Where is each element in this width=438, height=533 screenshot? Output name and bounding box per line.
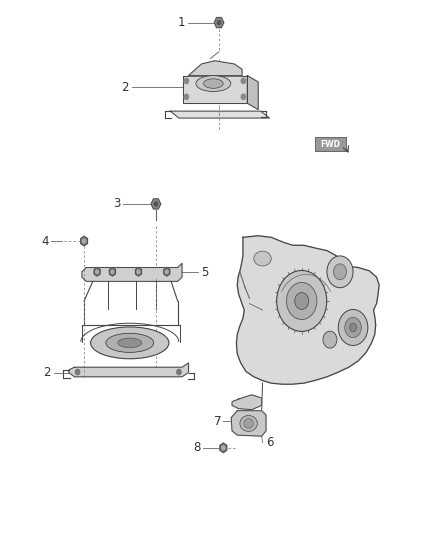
Text: 7: 7 — [214, 415, 221, 428]
Ellipse shape — [345, 317, 361, 337]
Polygon shape — [110, 268, 115, 276]
Text: 3: 3 — [113, 197, 120, 211]
Text: 2: 2 — [121, 81, 129, 94]
Ellipse shape — [286, 282, 317, 319]
Polygon shape — [232, 395, 261, 410]
Text: 4: 4 — [41, 235, 48, 247]
Ellipse shape — [118, 338, 142, 348]
Polygon shape — [214, 18, 224, 28]
Ellipse shape — [350, 323, 357, 332]
Circle shape — [137, 270, 140, 273]
Circle shape — [154, 202, 158, 206]
Polygon shape — [188, 61, 242, 76]
Ellipse shape — [244, 419, 253, 428]
Polygon shape — [135, 268, 141, 276]
Polygon shape — [247, 76, 258, 110]
Polygon shape — [231, 411, 266, 436]
Circle shape — [177, 369, 181, 375]
Ellipse shape — [106, 333, 154, 352]
Ellipse shape — [254, 251, 271, 266]
Ellipse shape — [333, 264, 346, 280]
Circle shape — [241, 78, 246, 84]
Ellipse shape — [323, 331, 337, 348]
Circle shape — [184, 94, 188, 100]
Text: 1: 1 — [177, 16, 185, 29]
Circle shape — [241, 94, 246, 100]
Circle shape — [184, 78, 188, 84]
Polygon shape — [81, 236, 88, 246]
Text: 8: 8 — [193, 441, 201, 454]
Polygon shape — [94, 268, 100, 276]
Ellipse shape — [196, 76, 231, 92]
Circle shape — [222, 446, 225, 450]
Polygon shape — [220, 443, 227, 453]
Polygon shape — [170, 111, 269, 118]
Polygon shape — [164, 268, 170, 276]
Text: 6: 6 — [266, 436, 273, 449]
Text: FWD: FWD — [321, 140, 340, 149]
Polygon shape — [151, 199, 161, 209]
Circle shape — [166, 270, 168, 273]
Ellipse shape — [338, 310, 368, 345]
Polygon shape — [69, 363, 188, 377]
Text: 5: 5 — [201, 266, 208, 279]
Circle shape — [217, 21, 221, 25]
Polygon shape — [82, 263, 182, 281]
Ellipse shape — [240, 416, 257, 431]
Ellipse shape — [295, 293, 309, 310]
Ellipse shape — [204, 79, 223, 88]
Ellipse shape — [91, 327, 169, 359]
Polygon shape — [237, 236, 379, 384]
Circle shape — [111, 270, 114, 273]
Text: 2: 2 — [43, 366, 50, 379]
Bar — [315, 136, 346, 151]
Ellipse shape — [277, 270, 327, 332]
Circle shape — [96, 270, 99, 273]
Circle shape — [82, 239, 86, 243]
Polygon shape — [184, 76, 247, 103]
Ellipse shape — [327, 256, 353, 288]
Circle shape — [75, 369, 80, 375]
